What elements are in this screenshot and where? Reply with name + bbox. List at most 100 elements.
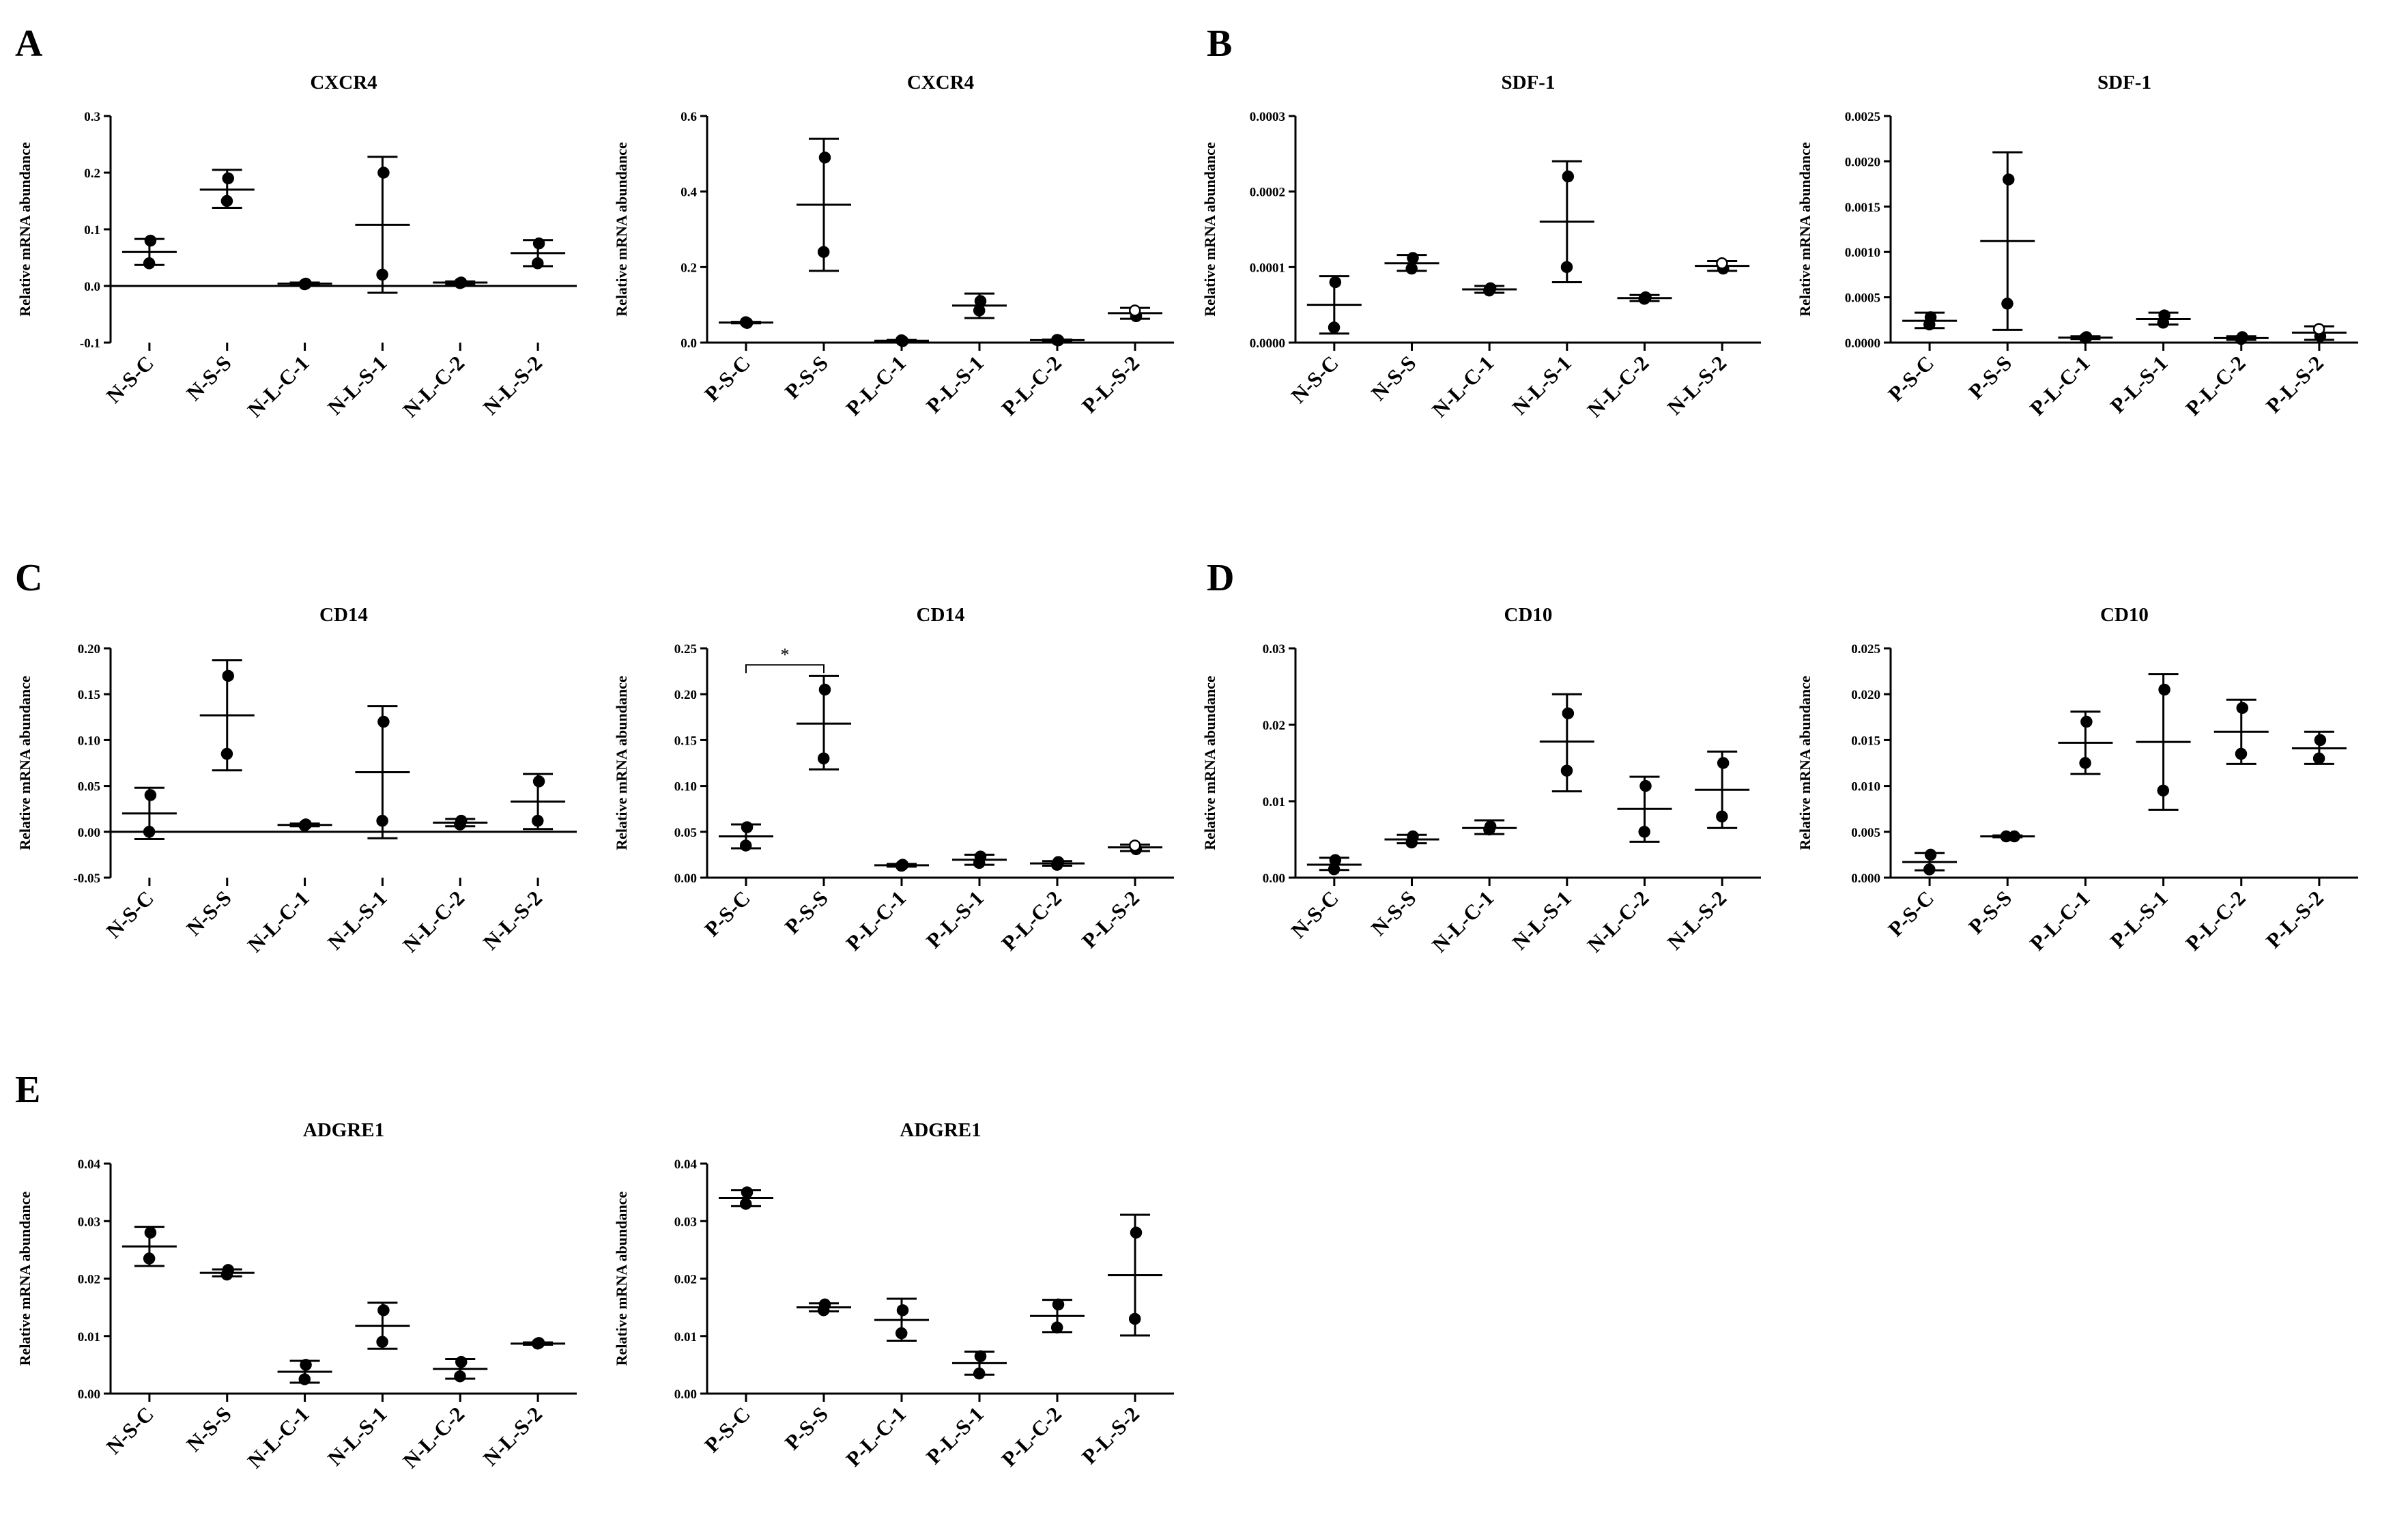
data-point (532, 257, 544, 270)
chart-title: CD10 (2100, 604, 2149, 626)
x-category-label: N-S-C (102, 886, 158, 942)
data-point (1560, 261, 1573, 274)
data-point (895, 1327, 908, 1340)
data-point (1562, 170, 1575, 183)
data-point (143, 1252, 156, 1265)
chart-8: CD10 Relative mRNA abundance 0.000 0.005 0.0… (1796, 604, 2358, 955)
data-point (2157, 784, 2170, 797)
x-category-label: P-L-C-1 (2025, 886, 2094, 955)
data-point (1130, 1226, 1143, 1239)
data-point (741, 1186, 754, 1198)
y-tick-label: 0.6 (680, 110, 697, 124)
y-axis-label: Relative mRNA abundance (16, 142, 33, 317)
data-point (1638, 293, 1650, 305)
x-category-label: P-L-S-2 (2261, 886, 2328, 953)
chart-10: ADGRE1 Relative mRNA abundance 0.00 0.01 0.0… (613, 1119, 1174, 1471)
x-category-label: P-S-S (780, 886, 833, 938)
x-category-label: N-S-C (1287, 886, 1343, 942)
y-tick-label: 0.00 (1263, 872, 1285, 886)
x-category-label: P-L-S-2 (2261, 351, 2328, 418)
x-category-label: P-S-C (1883, 351, 1938, 406)
y-tick-label: 0.02 (78, 1273, 100, 1287)
significance-bracket (745, 664, 825, 674)
data-point (2157, 317, 2170, 329)
data-point (377, 1304, 390, 1316)
data-point (1128, 839, 1141, 852)
x-category-label: P-L-C-1 (841, 351, 910, 420)
chart-title: CXCR4 (310, 72, 377, 93)
data-point (222, 670, 234, 682)
y-axis-label: Relative mRNA abundance (16, 1192, 33, 1366)
y-axis-label: Relative mRNA abundance (1201, 676, 1218, 850)
y-tick-label: 0.00 (674, 1387, 697, 1402)
x-category-label: N-L-S-2 (478, 351, 547, 419)
x-category-label: P-L-C-1 (2025, 351, 2094, 420)
data-point (532, 775, 545, 788)
y-tick-label: 0.10 (674, 780, 697, 794)
data-point (2236, 702, 2248, 715)
data-point (454, 277, 466, 289)
x-category-label: N-L-S-1 (323, 1402, 391, 1470)
x-category-label: N-L-C-2 (1583, 886, 1654, 957)
x-category-label: P-L-S-1 (921, 351, 988, 418)
data-point (1405, 836, 1418, 849)
x-category-label: N-S-S (182, 351, 236, 405)
y-tick-label: 0.0010 (1845, 246, 1880, 260)
y-tick-label: 0.01 (674, 1330, 697, 1344)
data-point (532, 237, 545, 250)
data-point (895, 334, 908, 347)
data-point (1128, 1312, 1141, 1325)
data-point (895, 859, 908, 872)
x-category-label: N-L-S-2 (1663, 886, 1731, 954)
data-point (1483, 284, 1495, 297)
data-point (1923, 863, 1936, 876)
x-category-label: N-L-S-2 (478, 886, 547, 954)
data-point (220, 1268, 233, 1281)
data-point (220, 195, 233, 207)
y-tick-label: 0.005 (1851, 826, 1880, 840)
panel-letter-b: B (1207, 23, 1232, 65)
x-category-label: N-L-C-2 (398, 1402, 469, 1473)
data-point (455, 1355, 468, 1368)
y-axis-label: Relative mRNA abundance (613, 676, 630, 850)
data-point (1328, 863, 1341, 876)
data-point (143, 257, 156, 270)
y-tick-label: 0.020 (1851, 688, 1880, 702)
data-point (1924, 848, 1937, 861)
data-point (143, 826, 156, 838)
y-tick-label: 0.00 (78, 1387, 100, 1402)
x-category-label: P-L-S-2 (1077, 886, 1144, 953)
y-tick-label: 0.01 (78, 1330, 100, 1344)
data-point (739, 316, 752, 328)
x-category-label: P-L-S-1 (921, 1402, 988, 1469)
data-point (2079, 332, 2091, 345)
x-category-label: P-L-C-1 (841, 886, 910, 955)
chart-title: ADGRE1 (303, 1119, 384, 1141)
chart-title: ADGRE1 (900, 1119, 981, 1141)
data-point (298, 278, 311, 291)
chart-6: CD14 Relative mRNA abundance 0.00 0.05 0.10 0… (613, 604, 1174, 955)
data-point (376, 814, 388, 827)
data-point (818, 683, 831, 696)
data-point (1483, 823, 1495, 836)
x-category-label: P-S-S (780, 351, 833, 403)
chart-3: SDF-1 Relative mRNA abundance 0.0000 0.0001… (1201, 72, 1761, 422)
x-category-label: N-L-S-1 (1508, 886, 1576, 954)
x-category-label: P-S-S (780, 1402, 833, 1454)
data-point (1050, 334, 1063, 346)
y-tick-label: 0.010 (1851, 780, 1880, 794)
x-category-label: P-L-S-1 (2106, 351, 2173, 418)
y-tick-label: 0.05 (674, 826, 697, 840)
y-axis-label: Relative mRNA abundance (16, 676, 33, 850)
y-tick-label: 0.03 (1263, 642, 1285, 657)
data-point (144, 1226, 157, 1239)
data-point (377, 167, 390, 179)
data-point (974, 1350, 987, 1362)
data-point (973, 856, 986, 869)
y-tick-label: 0.02 (674, 1273, 697, 1287)
data-point (1639, 779, 1652, 792)
y-tick-label: 0.25 (674, 642, 697, 657)
x-category-label: P-L-C-2 (997, 351, 1065, 420)
y-tick-label: 0.000 (1851, 872, 1880, 886)
